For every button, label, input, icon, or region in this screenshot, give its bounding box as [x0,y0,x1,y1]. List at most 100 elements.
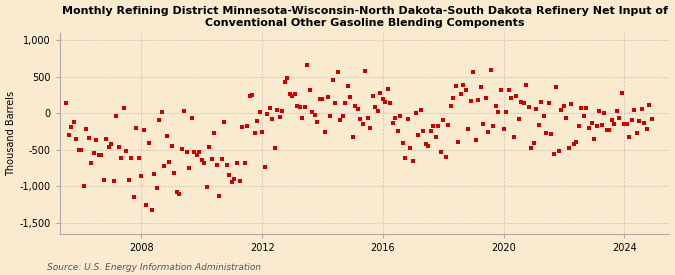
Point [495,88,506,92]
Point [536,100,547,104]
Point [88,151,99,156]
Point [164,160,175,164]
Point [109,179,119,183]
Point [596,123,607,128]
Point [310,112,321,117]
Point [146,208,157,212]
Point [601,128,612,132]
Point [148,172,159,176]
Point [450,83,461,88]
Point [609,122,620,126]
Point [561,116,572,120]
Point [252,119,263,123]
Point [68,120,79,124]
Point [136,174,147,178]
Point [460,87,471,92]
Point [302,62,313,67]
Point [428,124,439,128]
Point [227,179,238,184]
Point [614,116,624,120]
Point [571,140,582,144]
Point [511,94,522,98]
Point [599,111,610,115]
Point [513,117,524,122]
Point [556,108,567,112]
Point [300,105,310,109]
Point [279,80,290,84]
Point [400,156,411,160]
Point [319,130,330,134]
Point [86,160,97,165]
Point [568,142,579,146]
Point [631,130,642,135]
Point [113,144,124,149]
Point [269,146,280,150]
Point [463,126,474,131]
Point [184,166,194,170]
Point [106,142,117,147]
Point [423,144,433,148]
Point [518,101,529,106]
Point [307,110,318,114]
Point [637,107,647,111]
Point [365,126,376,130]
Point [483,129,494,134]
Point [520,82,531,87]
Point [554,149,564,153]
Point [639,120,650,125]
Point [267,117,277,121]
Point [539,114,549,119]
Point [578,114,589,118]
Point [531,107,541,111]
Point [239,161,250,165]
Point [335,117,346,122]
Point [259,165,270,169]
Point [292,104,303,108]
Point [390,116,401,120]
Point [317,97,328,101]
Point [458,83,468,87]
Point [144,141,155,146]
Point [201,184,212,189]
Point [425,129,436,133]
Point [408,158,418,163]
Point [171,190,182,194]
Point [402,117,413,121]
Point [304,88,315,92]
Point [387,121,398,125]
Point [294,105,305,109]
Point [543,101,554,105]
Point [375,90,385,95]
Point [493,109,504,114]
Point [624,135,634,139]
Point [503,88,514,92]
Point [179,109,190,113]
Point [63,133,74,137]
Point [367,94,378,98]
Point [357,122,368,126]
Point [485,68,496,72]
Point [603,128,614,132]
Point [99,177,109,182]
Point [629,108,640,112]
Point [128,194,139,199]
Point [173,192,184,196]
Point [420,141,431,146]
Point [446,104,456,109]
Point [589,137,599,141]
Point [204,145,215,149]
Point [338,114,348,118]
Point [217,157,227,161]
Point [81,127,92,131]
Point [380,100,391,104]
Point [262,111,273,116]
Point [385,101,396,106]
Point [101,136,111,141]
Point [616,90,627,95]
Point [481,95,491,100]
Point [373,109,383,114]
Point [141,203,152,208]
Point [290,91,300,96]
Point [325,114,335,119]
Point [199,161,210,166]
